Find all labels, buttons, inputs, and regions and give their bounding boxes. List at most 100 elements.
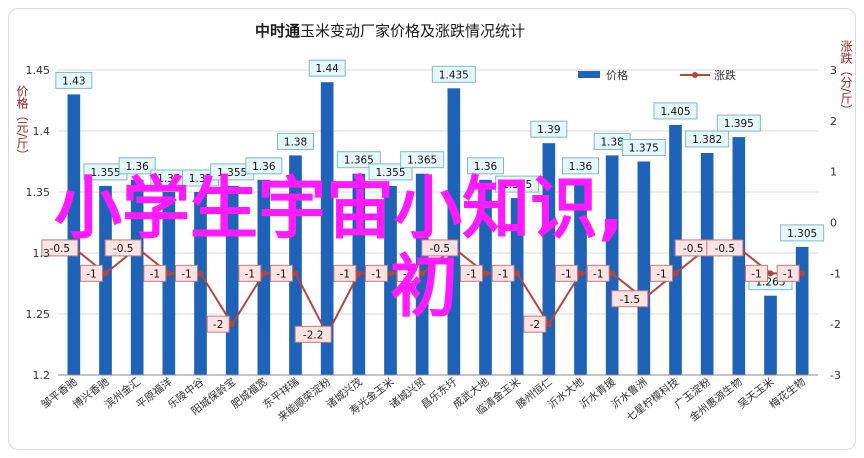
bar <box>637 161 651 375</box>
line-data-label-box <box>80 264 103 282</box>
line-data-label: -1 <box>371 268 381 280</box>
line-data-label: -2 <box>213 319 223 331</box>
line-series: -0.5 -1 -0.5 -1 -1 -2 -1 -1 -2.2 -1 -1 -1 -0.5 -1 -1 -2… <box>41 239 806 343</box>
x-tick-label: 七星柠檬科技 <box>624 375 682 424</box>
line-data-label-box <box>143 264 167 282</box>
bar-data-label-box <box>685 130 730 148</box>
line-data-label-box <box>396 264 420 282</box>
bar-data-label: 1.365 <box>407 155 437 167</box>
bar-data-label: 1.38 <box>284 136 307 148</box>
line-data-label: -1 <box>561 268 571 280</box>
bar <box>257 179 271 375</box>
line-data-label: -1 <box>340 268 350 280</box>
bar-data-label: 1.35 <box>157 173 180 185</box>
line-point <box>672 270 679 277</box>
line-data-label-box <box>41 239 79 257</box>
line-point <box>419 270 426 277</box>
bar-data-label: 1.345 <box>502 179 532 191</box>
y-right-tick-label: 1 <box>830 166 837 179</box>
bar-data-label-box <box>118 157 156 175</box>
bar <box>194 192 207 375</box>
bar <box>99 185 112 375</box>
y-left-tick-label: 1.3 <box>33 247 51 260</box>
line-data-label: -0.5 <box>715 243 736 255</box>
line-data-label-box <box>365 264 388 282</box>
line-data-label-box <box>175 264 198 282</box>
legend-bar-label: 价格 <box>606 68 628 82</box>
bar-data-label-box <box>621 139 666 156</box>
y-left-tick-label: 1.2 <box>33 369 51 382</box>
bar-data-label: 1.305 <box>787 228 817 240</box>
line-data-label: -0.5 <box>430 243 451 255</box>
bar-data-label-box <box>780 224 825 242</box>
line-data-label: -1 <box>403 268 413 280</box>
line-data-label-box <box>270 264 293 282</box>
bar-data-label-box <box>530 120 568 138</box>
line-data-label-box <box>706 239 744 257</box>
line-point <box>577 270 584 277</box>
line-data-label: -2.2 <box>303 329 324 341</box>
line-data-label-box <box>745 264 768 282</box>
line-point <box>197 270 204 277</box>
legend-line-marker <box>692 72 698 78</box>
bar-data-label: 1.35 <box>189 173 212 185</box>
line-point <box>355 270 362 277</box>
legend-line-label: 涨跌 <box>714 68 736 82</box>
line-data-label: -1 <box>276 268 286 280</box>
bar-data-label-box <box>400 151 445 169</box>
bar-data-label: 1.365 <box>344 155 374 167</box>
chart-title-prefix: 中时通 <box>255 22 300 40</box>
legend: 价格 涨跌 <box>578 68 736 82</box>
legend-bar-swatch <box>578 71 600 78</box>
bar <box>67 94 81 376</box>
bar <box>700 152 714 375</box>
bar-data-label: 1.36 <box>569 161 593 173</box>
line-data-label-box <box>294 325 332 343</box>
line-data-label: -0.5 <box>683 243 704 255</box>
bar-data-label: 1.36 <box>474 161 498 173</box>
line-data-label: -1 <box>498 268 508 280</box>
bar-data-label: 1.355 <box>375 167 405 179</box>
bar-data-label-box <box>653 102 698 120</box>
y-right-tick-label: -2 <box>830 318 841 331</box>
line-data-label-box <box>460 264 483 282</box>
line-data-label-box <box>586 264 610 282</box>
line-data-label: -1 <box>783 268 793 280</box>
line-point <box>609 270 616 277</box>
watermark-text: 小学生宇宙小知识, <box>54 170 624 249</box>
bar <box>510 198 524 375</box>
bar <box>764 295 777 375</box>
watermark-text-2: 初 <box>390 248 458 327</box>
y-left-tick-label: 1.45 <box>26 64 51 77</box>
line-data-label: -0.5 <box>50 243 71 255</box>
line-data-label: -1.5 <box>620 294 641 306</box>
bar-data-label: 1.39 <box>537 124 560 136</box>
line-data-label-box <box>104 239 142 257</box>
bar-data-label-box <box>495 175 540 193</box>
bar <box>447 88 461 376</box>
bar <box>130 179 144 375</box>
bar-data-label-box <box>467 157 504 175</box>
bar-data-label: 1.36 <box>252 161 276 173</box>
line-point <box>767 270 774 277</box>
y-right-axis-title: 涨跌（分/斤） <box>839 39 853 116</box>
y-left-tick-label: 1.25 <box>26 308 51 321</box>
bar-data-label-box <box>716 114 761 132</box>
x-tick-label: 来能顺荣淀粉 <box>275 375 333 424</box>
y-right-tick-label: 2 <box>830 115 837 128</box>
y-left-tick-label: 1.35 <box>26 186 51 199</box>
bar-data-label-box <box>245 157 283 175</box>
line-data-label: -2 <box>530 319 540 331</box>
bar-data-label: 1.435 <box>439 69 469 81</box>
bar-data-label: 1.355 <box>90 167 120 179</box>
bar-data-label-box <box>308 59 346 77</box>
line-data-label-box <box>491 264 515 282</box>
bar-data-label-box <box>562 157 599 175</box>
line-point <box>799 270 806 277</box>
line-point <box>229 321 236 328</box>
line-data-label-box <box>206 315 230 333</box>
bar <box>289 155 302 375</box>
line-point <box>545 321 552 328</box>
line-data-label: -1 <box>656 268 666 280</box>
